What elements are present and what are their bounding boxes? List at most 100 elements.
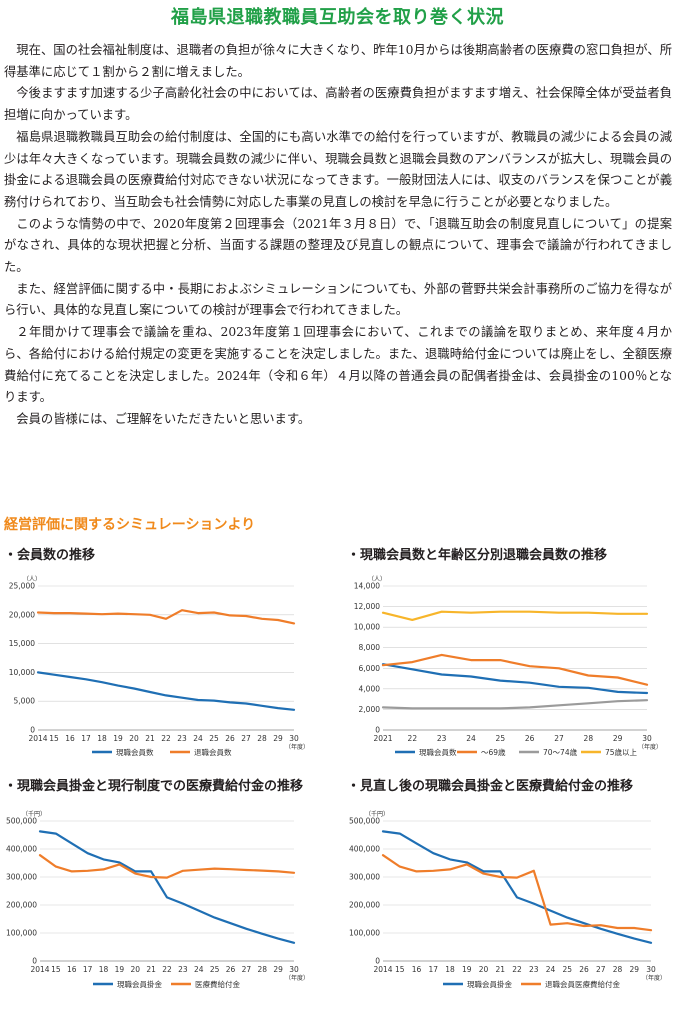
x-tick-label: 17: [83, 965, 93, 974]
x-tick-label: 27: [554, 734, 564, 743]
series-line: [38, 854, 296, 879]
x-tick-label: 2014: [30, 965, 49, 974]
paragraph: ２年間かけて理事会で議論を重ね、2023年度第１回理事会において、これまでの議論…: [4, 325, 672, 405]
chart-title: ・見直し後の現職会員掛金と医療費給付金の推移: [347, 779, 634, 794]
x-tick-label: 22: [408, 734, 418, 743]
x-tick-label: 21: [495, 965, 505, 974]
x-tick-label: 23: [177, 734, 187, 743]
x-tick-label: 23: [437, 734, 447, 743]
x-tick-label: 15: [49, 734, 59, 743]
y-tick-label: 100,000: [349, 929, 380, 938]
x-tick-label: 30: [646, 965, 656, 974]
x-tick-label: 22: [512, 965, 522, 974]
x-tick-label: 15: [395, 965, 405, 974]
x-tick-label: 29: [629, 965, 639, 974]
page-title: 福島県退職教職員互助会を取り巻く状況: [171, 7, 504, 28]
x-tick-label: 16: [65, 734, 75, 743]
y-unit-label: （千円）: [22, 810, 46, 818]
chart-title: ・現職会員数と年齢区分別退職会員数の推移: [347, 548, 608, 563]
y-tick-label: 20,000: [9, 610, 35, 619]
legend-label: 現職会員数: [419, 747, 457, 757]
x-tick-label: 26: [525, 734, 535, 743]
x-tick-label: 20: [129, 734, 139, 743]
x-tick-label: 20: [130, 965, 140, 974]
y-tick-label: 10,000: [9, 668, 35, 677]
x-tick-label: 25: [562, 965, 572, 974]
paragraph: 今後ますます加速する少子高齢化社会の中においては、高齢者の医療費負担がますます増…: [4, 86, 672, 123]
x-tick-label: 28: [257, 965, 267, 974]
y-tick-label: 0: [375, 726, 380, 735]
member-count-chart: ・会員数の推移 （人） 0 5,000 10,000 15,000 20,000 25,00…: [2, 544, 332, 769]
x-tick-label: 27: [241, 734, 251, 743]
series-line: [381, 699, 649, 710]
chart-svg: （人） 0 2,000 4,000 6,000 8,000 10,000 12,000 14,0…: [354, 576, 662, 757]
x-tick-label: 23: [529, 965, 539, 974]
y-tick-label: 400,000: [6, 845, 37, 854]
series-line: [381, 663, 649, 695]
body-text: 現在、国の社会福祉制度は、退職者の負担が徐々に大きくなり、昨年10月からは後期高…: [4, 40, 672, 431]
age-group-chart: ・現職会員数と年齢区分別退職会員数の推移 （人） 0 2,000 4,000 6,000…: [345, 544, 675, 769]
x-tick-label: 21: [146, 965, 156, 974]
x-tick-label: 25: [496, 734, 506, 743]
legend-label: 70〜74歳: [543, 747, 578, 757]
series-line: [36, 671, 296, 711]
legend-label: 退職会員数: [194, 747, 232, 757]
chart-svg: （人） 0 5,000 10,000 15,000 20,000 25,000 2014 15 1…: [9, 576, 309, 757]
series-line: [38, 830, 296, 944]
x-tick-label: 22: [161, 734, 171, 743]
y-tick-label: 200,000: [349, 901, 380, 910]
x-tick-label: 26: [226, 965, 236, 974]
x-tick-label: 16: [412, 965, 422, 974]
y-tick-label: 0: [375, 957, 380, 966]
x-tick-label: 24: [194, 965, 204, 974]
y-tick-label: 6,000: [359, 664, 381, 673]
x-tick-label: 18: [99, 965, 109, 974]
series-line: [381, 610, 649, 622]
legend-label: 現職会員掛金: [117, 979, 162, 989]
x-tick-label: 23: [178, 965, 188, 974]
current-system-chart: ・現職会員掛金と現行制度での医療費給付金の推移 （千円） 0 100,000 200,…: [2, 775, 332, 1000]
x-tick-label: 28: [584, 734, 594, 743]
x-unit-label: （年度）: [285, 974, 309, 982]
x-tick-label: 26: [579, 965, 589, 974]
x-tick-label: 19: [462, 965, 472, 974]
y-unit-label: （人）: [23, 576, 41, 583]
x-tick-label: 18: [97, 734, 107, 743]
x-tick-label: 24: [546, 965, 556, 974]
y-tick-label: 4,000: [359, 684, 381, 693]
y-tick-label: 500,000: [6, 817, 37, 826]
x-tick-label: 19: [115, 965, 125, 974]
y-tick-label: 300,000: [349, 873, 380, 882]
legend-label: 医療費給付金: [195, 979, 240, 989]
x-tick-label: 16: [67, 965, 77, 974]
revised-system-chart: ・見直し後の現職会員掛金と医療費給付金の推移 （千円） 0 100,000 200,0…: [345, 775, 675, 1000]
chart-title: ・現職会員掛金と現行制度での医療費給付金の推移: [4, 779, 304, 794]
x-tick-label: 22: [162, 965, 172, 974]
y-tick-label: 14,000: [354, 582, 380, 591]
x-tick-label: 28: [613, 965, 623, 974]
paragraph: このような情勢の中で、2020年度第２回理事会（2021年３月８日）で、「退職互…: [4, 216, 672, 275]
y-tick-label: 5,000: [14, 697, 36, 706]
x-tick-label: 21: [145, 734, 155, 743]
y-tick-label: 12,000: [354, 602, 380, 611]
x-tick-label: 2014: [28, 734, 47, 743]
series-line: [381, 653, 649, 686]
y-tick-label: 10,000: [354, 623, 380, 632]
y-tick-label: 400,000: [349, 845, 380, 854]
x-unit-label: （年度）: [285, 743, 309, 751]
x-tick-label: 18: [445, 965, 455, 974]
y-unit-label: （人）: [368, 576, 386, 583]
x-tick-label: 29: [273, 734, 283, 743]
x-tick-label: 28: [257, 734, 267, 743]
legend-label: 〜69歳: [481, 747, 506, 757]
y-tick-label: 2,000: [359, 705, 381, 714]
x-tick-label: 27: [596, 965, 606, 974]
paragraph: 福島県退職教職員互助会の給付制度は、全国的にも高い水準での給付を行っていますが、…: [4, 129, 672, 209]
paragraph: また、経営評価に関する中・長期におよぶシミュレーションについても、外部の菅野共栄…: [4, 281, 672, 318]
x-tick-label: 26: [225, 734, 235, 743]
x-tick-label: 15: [51, 965, 61, 974]
series-line: [381, 854, 653, 932]
x-unit-label: （年度）: [638, 743, 662, 751]
x-tick-label: 24: [193, 734, 203, 743]
legend-label: 退職会員医療費給付金: [545, 979, 620, 989]
